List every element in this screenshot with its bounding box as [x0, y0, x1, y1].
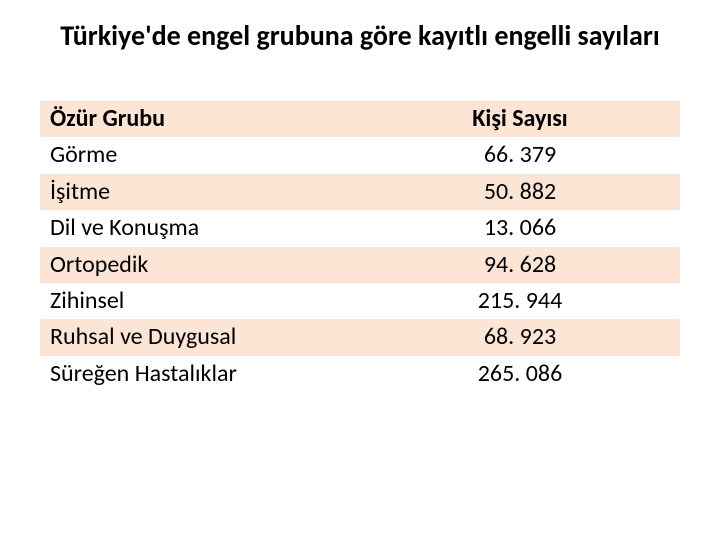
table-header-cell: Özür Grubu [40, 101, 360, 137]
table-header-row: Özür Grubu Kişi Sayısı [40, 101, 680, 137]
table-cell: 66. 379 [360, 137, 680, 173]
table-cell: Ortopedik [40, 247, 360, 283]
table-cell: 265. 086 [360, 356, 680, 392]
table-cell: 215. 944 [360, 283, 680, 319]
table-cell: Zihinsel [40, 283, 360, 319]
table-row: Zihinsel 215. 944 [40, 283, 680, 319]
table-cell: 68. 923 [360, 319, 680, 355]
table-cell: 13. 066 [360, 210, 680, 246]
data-table: Özür Grubu Kişi Sayısı Görme 66. 379 İşi… [40, 101, 680, 392]
slide-container: Türkiye'de engel grubuna göre kayıtlı en… [0, 0, 720, 540]
table-cell: 50. 882 [360, 174, 680, 210]
table-header-cell: Kişi Sayısı [360, 101, 680, 137]
table-cell: 94. 628 [360, 247, 680, 283]
table-row: Ortopedik 94. 628 [40, 247, 680, 283]
table-row: İşitme 50. 882 [40, 174, 680, 210]
slide-title: Türkiye'de engel grubuna göre kayıtlı en… [40, 18, 680, 53]
table-cell: Dil ve Konuşma [40, 210, 360, 246]
table-row: Görme 66. 379 [40, 137, 680, 173]
table-row: Dil ve Konuşma 13. 066 [40, 210, 680, 246]
table-cell: İşitme [40, 174, 360, 210]
table-cell: Ruhsal ve Duygusal [40, 319, 360, 355]
table-cell: Süreğen Hastalıklar [40, 356, 360, 392]
table-row: Ruhsal ve Duygusal 68. 923 [40, 319, 680, 355]
table-cell: Görme [40, 137, 360, 173]
table-row: Süreğen Hastalıklar 265. 086 [40, 356, 680, 392]
